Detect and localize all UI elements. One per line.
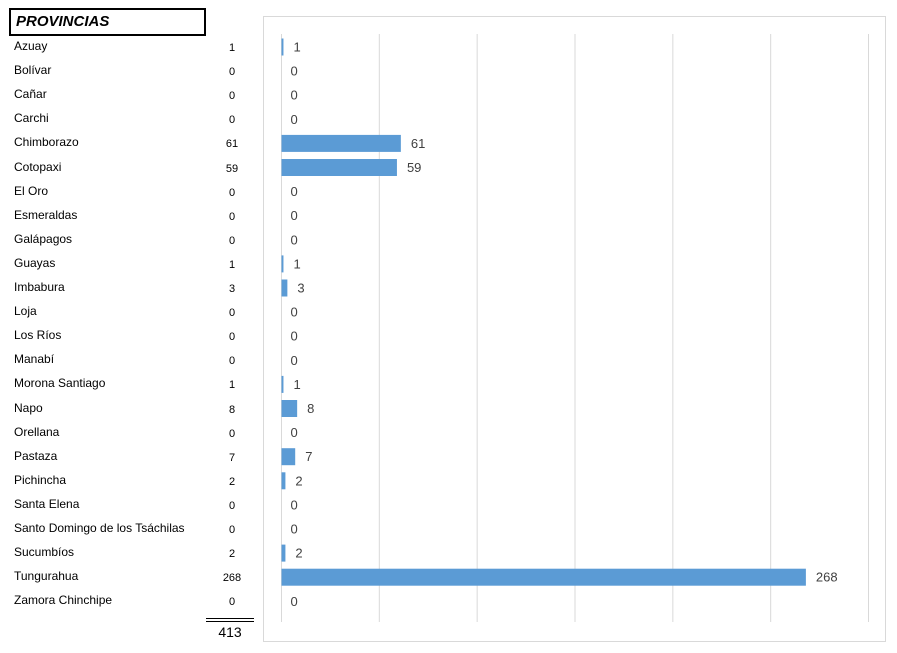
bar bbox=[281, 472, 286, 490]
table-header-box: PROVINCIAS bbox=[9, 8, 206, 36]
data-label: 3 bbox=[297, 281, 304, 296]
data-label: 0 bbox=[291, 208, 298, 223]
province-count: 268 bbox=[222, 572, 242, 585]
province-count: 0 bbox=[228, 427, 236, 440]
data-label: 2 bbox=[295, 473, 302, 488]
province-name: Pichincha bbox=[14, 472, 67, 487]
bar bbox=[281, 279, 288, 297]
bar bbox=[281, 375, 284, 393]
data-label: 1 bbox=[293, 40, 300, 55]
province-count: 0 bbox=[228, 234, 236, 247]
data-label: 0 bbox=[291, 353, 298, 368]
province-name: Pastaza bbox=[14, 448, 58, 463]
province-name: Sucumbíos bbox=[14, 545, 75, 560]
province-count: 1 bbox=[228, 379, 236, 392]
province-count: 1 bbox=[228, 42, 236, 54]
data-label: 0 bbox=[291, 232, 298, 247]
province-count: 59 bbox=[225, 162, 239, 175]
table-total: 413 bbox=[218, 624, 242, 640]
data-label: 8 bbox=[307, 401, 314, 416]
province-name: Imbabura bbox=[14, 280, 65, 294]
province-count: 0 bbox=[228, 499, 236, 512]
province-table: PROVINCIAS Azuay 1 Bolívar 0 Cañar 0 Carchi 0 Ch… bbox=[0, 0, 260, 653]
province-name: Esmeraldas bbox=[14, 207, 78, 222]
table-header: PROVINCIAS bbox=[16, 13, 110, 30]
data-label: 1 bbox=[293, 377, 300, 392]
province-name: Bolívar bbox=[14, 63, 52, 78]
province-name: Santa Elena bbox=[14, 496, 80, 511]
province-count: 61 bbox=[225, 138, 239, 151]
province-name: Galápagos bbox=[14, 231, 73, 246]
province-name: Cañar bbox=[14, 87, 47, 102]
province-name: Manabí bbox=[14, 352, 55, 367]
province-name: Orellana bbox=[14, 424, 60, 439]
data-label: 2 bbox=[295, 546, 302, 561]
province-name: Loja bbox=[14, 304, 37, 319]
data-label: 59 bbox=[407, 160, 421, 175]
bar bbox=[281, 568, 806, 586]
bar bbox=[281, 448, 296, 466]
province-count: 0 bbox=[228, 210, 236, 223]
province-count: 0 bbox=[228, 307, 236, 320]
bar bbox=[281, 544, 286, 562]
bar bbox=[281, 255, 284, 273]
province-count: 0 bbox=[228, 355, 236, 368]
bar bbox=[281, 400, 298, 417]
province-count: 0 bbox=[228, 186, 236, 199]
province-name: Napo bbox=[14, 400, 43, 415]
data-label: 0 bbox=[291, 305, 298, 320]
province-count: 0 bbox=[228, 596, 236, 609]
province-name: Carchi bbox=[14, 111, 49, 126]
province-name: El Oro bbox=[14, 183, 49, 198]
province-count: 0 bbox=[228, 114, 236, 127]
province-name: Tungurahua bbox=[14, 569, 79, 584]
data-label: 0 bbox=[291, 522, 298, 537]
province-name: Cotopaxi bbox=[14, 159, 62, 174]
province-name: Guayas bbox=[14, 255, 56, 270]
province-count: 2 bbox=[228, 548, 236, 561]
province-count: 7 bbox=[228, 451, 236, 464]
province-count: 2 bbox=[228, 475, 236, 488]
province-name: Chimborazo bbox=[14, 135, 79, 150]
total-rule-bottom bbox=[206, 621, 254, 622]
province-name: Azuay bbox=[14, 39, 48, 53]
data-label: 0 bbox=[291, 329, 298, 344]
bar bbox=[281, 134, 401, 152]
province-name: Zamora Chinchipe bbox=[14, 593, 113, 608]
data-label: 0 bbox=[291, 425, 298, 440]
data-label: 61 bbox=[411, 136, 425, 151]
data-label: 0 bbox=[291, 594, 298, 609]
data-label: 0 bbox=[291, 64, 298, 79]
province-count: 0 bbox=[228, 331, 236, 344]
province-count: 0 bbox=[228, 66, 236, 79]
data-label: 0 bbox=[291, 88, 298, 103]
bar bbox=[281, 38, 284, 56]
data-label: 0 bbox=[291, 112, 298, 127]
total-rule-top bbox=[206, 618, 254, 619]
province-name: Morona Santiago bbox=[14, 376, 106, 391]
data-label: 1 bbox=[293, 256, 300, 271]
data-label: 268 bbox=[816, 570, 838, 585]
data-label: 0 bbox=[291, 184, 298, 199]
province-count: 1 bbox=[228, 258, 236, 271]
province-count: 0 bbox=[228, 90, 236, 103]
data-label: 0 bbox=[291, 497, 298, 512]
province-name: Santo Domingo de los Tsáchilas bbox=[14, 521, 185, 535]
province-count: 8 bbox=[228, 403, 236, 416]
bar bbox=[281, 159, 397, 176]
province-count: 0 bbox=[228, 524, 236, 536]
province-name: Los Ríos bbox=[14, 328, 62, 343]
province-count: 3 bbox=[228, 283, 236, 295]
data-label: 7 bbox=[305, 449, 312, 464]
